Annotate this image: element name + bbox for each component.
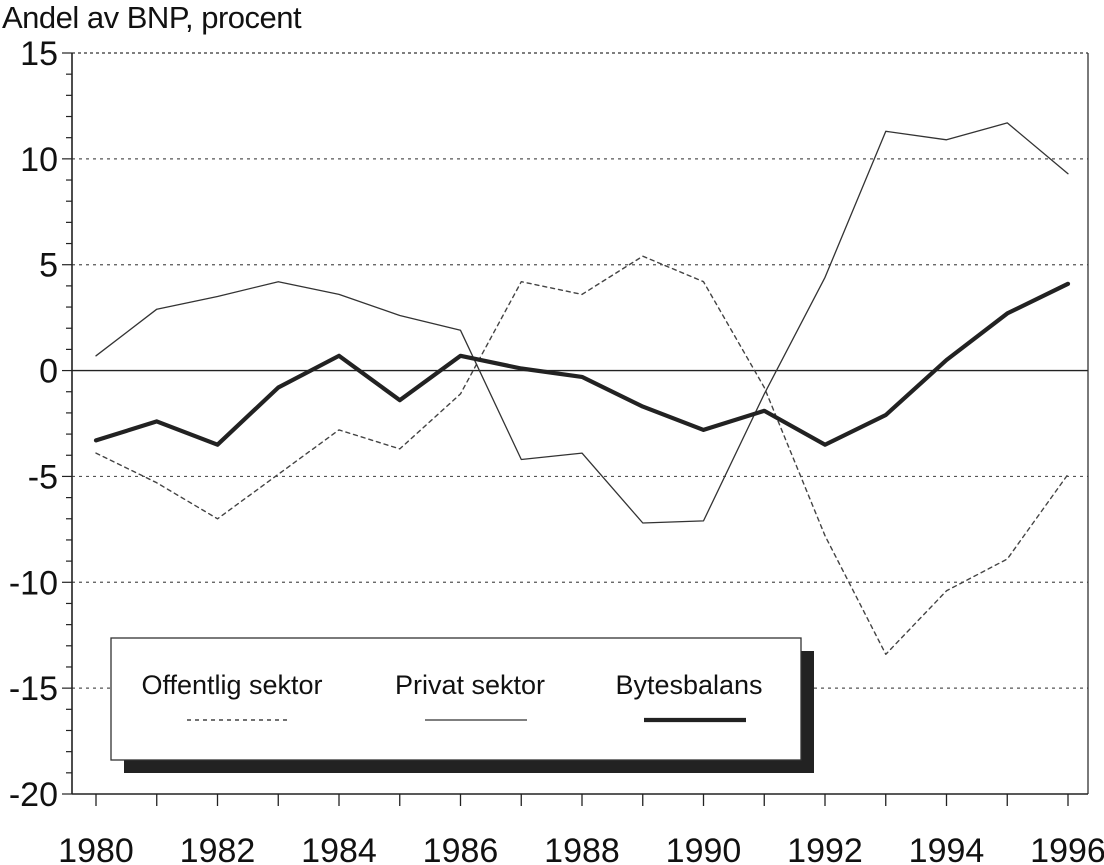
x-tick-label: 1990: [666, 832, 742, 865]
y-tick-label: 5: [39, 247, 58, 285]
legend-label: Offentlig sektor: [141, 670, 322, 700]
x-tick-label: 1986: [423, 832, 499, 865]
y-tick-label: 15: [20, 35, 58, 73]
x-tick-label: 1994: [909, 832, 985, 865]
legend: [110, 637, 802, 761]
y-tick-label: 10: [20, 141, 58, 179]
x-tick-label: 1996: [1030, 832, 1104, 865]
series-line-privat-sektor: [95, 122, 1069, 524]
y-axis-title: Andel av BNP, procent: [2, 0, 302, 35]
x-tick-label: 1982: [180, 832, 256, 865]
y-tick-label: 0: [39, 353, 58, 391]
x-tick-label: 1980: [58, 832, 134, 865]
x-tick-label: 1988: [544, 832, 620, 865]
y-tick-label: -5: [28, 458, 58, 496]
y-tick-label: -20: [9, 776, 58, 814]
series-line-offentlig-sektor: [95, 255, 1069, 655]
legend-label: Bytesbalans: [615, 670, 762, 700]
x-tick-label: 1992: [787, 832, 863, 865]
y-tick-label: -10: [9, 564, 58, 602]
series-line-bytesbalans: [93, 281, 1071, 447]
y-tick-label: -15: [9, 670, 58, 708]
legend-label: Privat sektor: [395, 670, 545, 700]
x-tick-label: 1984: [301, 832, 377, 865]
